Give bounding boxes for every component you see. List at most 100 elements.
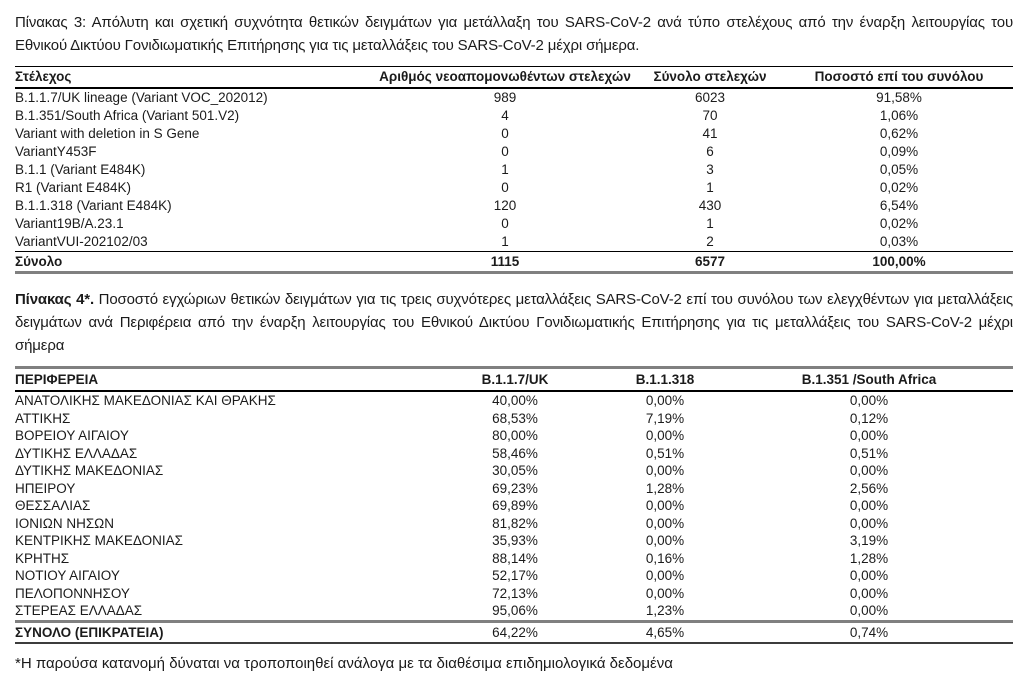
cell-percentage: 0,62% (879, 126, 919, 141)
column-header-total-strains: Σύνολο στελεχών (635, 66, 785, 89)
cell-total-strains: 3 (706, 162, 714, 177)
cell-b1351: 0,51% (849, 445, 889, 461)
cell-region: ΒΟΡΕΙΟΥ ΑΙΓΑΙΟΥ (15, 428, 129, 443)
cell-total-strains: 70 (702, 108, 718, 123)
column-header-percentage: Ποσοστό επί του συνόλου (785, 66, 1013, 89)
cell-b117: 72,13% (492, 585, 538, 601)
table3-variant-frequency: Στέλεχος Αριθμός νεοαπομονωθέντων στελεχ… (15, 66, 1013, 274)
cell-total-strains: 6 (706, 144, 714, 159)
cell-total-strains: 1 (706, 180, 714, 195)
cell-percentage: 91,58% (876, 90, 922, 105)
cell-b11318: 0,16% (645, 550, 685, 566)
cell-strain: VariantY453F (15, 144, 97, 159)
cell-region: ΚΡΗΤΗΣ (15, 550, 70, 566)
cell-b117: 35,93% (492, 533, 538, 548)
cell-strain: R1 (Variant E484K) (15, 180, 132, 195)
column-header-b1351: B.1.351 /South Africa (725, 367, 1013, 392)
cell-b1351: 0,00% (849, 585, 889, 601)
cell-b1351: 1,28% (849, 550, 889, 566)
cell-b117: 40,00% (492, 393, 538, 408)
cell-b11318: 0,51% (645, 445, 685, 461)
table4-caption: Πίνακας 4*. Ποσοστό εγχώριων θετικών δει… (15, 288, 1013, 357)
cell-b1351: 0,00% (849, 603, 889, 618)
cell-percentage: 6,54% (879, 198, 919, 213)
table4-caption-label: Πίνακας 4*. (15, 291, 94, 308)
cell-b11318: 0,00% (645, 533, 685, 548)
cell-percentage: 0,02% (879, 180, 919, 195)
cell-total-strains: 2 (706, 234, 714, 249)
cell-b1351: 2,56% (849, 480, 889, 496)
cell-strain: VariantVUI-202102/03 (15, 234, 148, 249)
cell-b11318: 0,00% (645, 428, 685, 443)
cell-region: ΝΟΤΙΟΥ ΑΙΓΑΙΟΥ (15, 568, 120, 583)
column-header-b117: B.1.1.7/UK (425, 367, 605, 392)
cell-strain: Variant with deletion in S Gene (15, 126, 200, 141)
cell-total-b1351: 0,74% (725, 619, 1013, 644)
table-row: Variant19B/A.23.1 0 1 0,02% (15, 215, 1013, 233)
cell-region: ΔΥΤΙΚΗΣ ΕΛΛΑΔΑΣ (15, 445, 138, 461)
cell-total-strains-sum: 6577 (635, 251, 785, 274)
cell-region: ΣΤΕΡΕΑΣ ΕΛΛΑΔΑΣ (15, 603, 143, 618)
table-row: ΑΤΤΙΚΗΣ 68,53% 7,19% 0,12% (15, 410, 1013, 428)
cell-b11318: 0,00% (645, 393, 685, 408)
table-row: VariantY453F 0 6 0,09% (15, 143, 1013, 161)
cell-new-isolates: 1 (501, 162, 509, 177)
footnote: *Η παρούσα κατανομή δύναται να τροποποιη… (15, 654, 673, 672)
cell-region: ΘΕΣΣΑΛΙΑΣ (15, 498, 91, 513)
cell-region: ΗΠΕΙΡΟΥ (15, 480, 76, 496)
cell-b117: 30,05% (492, 463, 538, 478)
cell-percentage: 0,03% (879, 234, 919, 249)
cell-total-label: Σύνολο (15, 251, 375, 274)
cell-b1351: 0,00% (849, 393, 889, 408)
cell-new-isolates: 0 (501, 126, 509, 141)
cell-b117: 95,06% (492, 603, 538, 618)
cell-strain: B.1.1.7/UK lineage (Variant VOC_202012) (15, 90, 268, 105)
cell-b1351: 0,00% (849, 498, 889, 513)
cell-total-strains: 430 (698, 198, 722, 213)
table-row: ΔΥΤΙΚΗΣ ΜΑΚΕΔΟΝΙΑΣ 30,05% 0,00% 0,00% (15, 462, 1013, 480)
table4-header-row: ΠΕΡΙΦΕΡΕΙΑ B.1.1.7/UK B.1.1.318 B.1.351 … (15, 367, 1013, 392)
cell-b117: 69,23% (492, 480, 538, 496)
table4-region-percentages: ΠΕΡΙΦΕΡΕΙΑ B.1.1.7/UK B.1.1.318 B.1.351 … (15, 366, 1013, 644)
column-header-strain: Στέλεχος (15, 66, 375, 89)
cell-strain: B.1.1.318 (Variant E484K) (15, 198, 172, 213)
cell-total-label: ΣΥΝΟΛΟ (ΕΠΙΚΡΑΤΕΙΑ) (15, 619, 425, 644)
cell-b117: 81,82% (492, 515, 538, 531)
cell-b11318: 1,23% (645, 603, 685, 618)
table-row: B.1.1.318 (Variant E484K) 120 430 6,54% (15, 197, 1013, 215)
table4-total-row: ΣΥΝΟΛΟ (ΕΠΙΚΡΑΤΕΙΑ) 64,22% 4,65% 0,74% (15, 619, 1013, 644)
table-row: ΝΟΤΙΟΥ ΑΙΓΑΙΟΥ 52,17% 0,00% 0,00% (15, 567, 1013, 585)
cell-region: ΠΕΛΟΠΟΝΝΗΣΟΥ (15, 585, 130, 601)
table-row: ΘΕΣΣΑΛΙΑΣ 69,89% 0,00% 0,00% (15, 497, 1013, 515)
cell-total-strains: 6023 (694, 90, 726, 105)
table-row: ΒΟΡΕΙΟΥ ΑΙΓΑΙΟΥ 80,00% 0,00% 0,00% (15, 427, 1013, 445)
cell-b1351: 0,00% (849, 428, 889, 443)
table-row: ΚΡΗΤΗΣ 88,14% 0,16% 1,28% (15, 550, 1013, 568)
cell-b117: 88,14% (492, 550, 538, 566)
table-row: R1 (Variant E484K) 0 1 0,02% (15, 179, 1013, 197)
table-row: ΠΕΛΟΠΟΝΝΗΣΟΥ 72,13% 0,00% 0,00% (15, 585, 1013, 603)
cell-strain: B.1.1 (Variant E484K) (15, 162, 146, 177)
table-row: ΚΕΝΤΡΙΚΗΣ ΜΑΚΕΔΟΝΙΑΣ 35,93% 0,00% 3,19% (15, 532, 1013, 550)
cell-new-isolates: 0 (501, 144, 509, 159)
cell-percentage: 1,06% (879, 108, 919, 123)
cell-region: ΑΤΤΙΚΗΣ (15, 410, 71, 426)
cell-new-isolates: 4 (501, 108, 509, 123)
cell-b11318: 0,00% (645, 568, 685, 583)
table-row: ΗΠΕΙΡΟΥ 69,23% 1,28% 2,56% (15, 480, 1013, 498)
cell-b1351: 0,12% (849, 410, 889, 426)
cell-b1351: 0,00% (849, 463, 889, 478)
cell-strain: B.1.351/South Africa (Variant 501.V2) (15, 108, 240, 123)
cell-b1351: 0,00% (849, 568, 889, 583)
cell-region: ΙΟΝΙΩΝ ΝΗΣΩΝ (15, 515, 115, 531)
column-header-new-isolates: Αριθμός νεοαπομονωθέντων στελεχών (375, 66, 635, 89)
cell-b1351: 0,00% (849, 515, 889, 531)
cell-total-new-isolates: 1115 (375, 251, 635, 274)
cell-percentage: 0,02% (879, 216, 919, 231)
cell-percentage: 0,09% (879, 144, 919, 159)
cell-total-strains: 41 (702, 126, 718, 141)
cell-b11318: 0,00% (645, 585, 685, 601)
table4-caption-text: Ποσοστό εγχώριων θετικών δειγμάτων για τ… (15, 291, 1013, 354)
cell-new-isolates: 0 (501, 216, 509, 231)
